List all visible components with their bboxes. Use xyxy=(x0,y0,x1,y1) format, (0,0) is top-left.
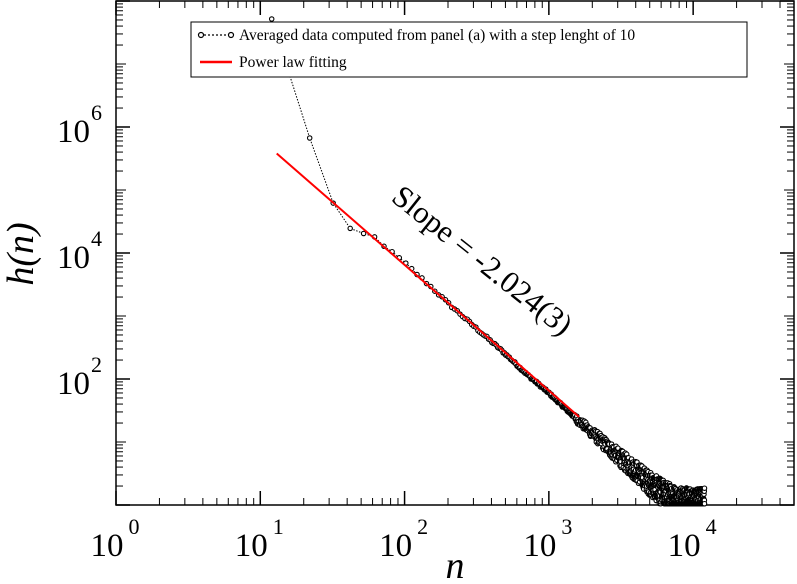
data-point xyxy=(306,135,313,141)
data-point xyxy=(701,500,708,507)
legend-data-label: Averaged data computed from panel (a) wi… xyxy=(239,27,635,44)
x-tick-label-exponent: 2 xyxy=(417,514,428,539)
y-tick-label: 10 xyxy=(57,240,90,276)
y-tick-label: 10 xyxy=(57,366,90,402)
data-point xyxy=(347,225,353,232)
x-tick-label: 10 xyxy=(668,528,701,564)
legend-data-symbol-left xyxy=(197,31,205,39)
y-axis-label-arg: (n) xyxy=(0,222,42,266)
y-axis-label-main: h xyxy=(0,267,42,286)
y-axis-label: h(n) xyxy=(0,222,42,285)
y-tick-label: 10 xyxy=(57,114,90,150)
plot-area xyxy=(115,0,795,506)
y-tick-label-exponent: 6 xyxy=(91,100,102,125)
x-tick-label: 10 xyxy=(91,528,124,564)
x-axis-label: n xyxy=(446,545,465,584)
legend-fit-label: Power law fitting xyxy=(239,54,347,71)
minor-ticks xyxy=(116,1,795,505)
power-law-fit-line xyxy=(276,152,580,418)
x-tick-label: 10 xyxy=(523,528,556,564)
x-tick-label-exponent: 4 xyxy=(706,514,717,539)
legend-box xyxy=(190,21,748,78)
x-tick-label-exponent: 0 xyxy=(129,514,140,539)
data-point xyxy=(701,485,708,491)
data-point xyxy=(360,230,367,237)
x-tick-label-exponent: 3 xyxy=(561,514,572,539)
legend: Averaged data computed from panel (a) wi… xyxy=(190,21,748,78)
x-tick-label: 10 xyxy=(235,528,268,564)
legend-data-symbol-right xyxy=(227,31,235,39)
data-point xyxy=(268,16,275,22)
x-tick-label: 10 xyxy=(379,528,412,564)
y-tick-label-exponent: 4 xyxy=(91,226,102,251)
y-tick-label-exponent: 2 xyxy=(91,352,102,377)
x-tick-label-exponent: 1 xyxy=(273,514,284,539)
